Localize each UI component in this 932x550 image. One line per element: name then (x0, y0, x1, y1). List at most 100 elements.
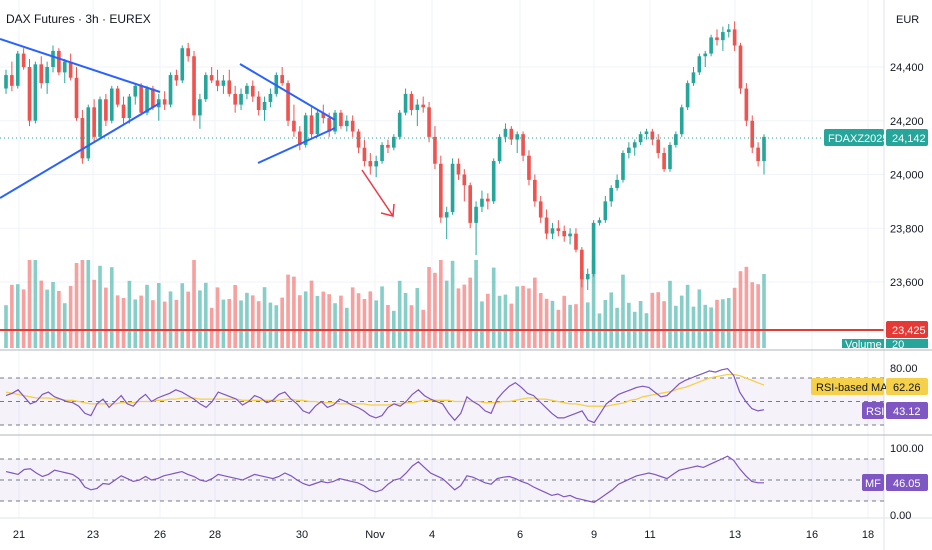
candle-body[interactable] (333, 112, 337, 132)
candle-body[interactable] (297, 131, 302, 145)
candle-body[interactable] (192, 56, 196, 116)
candle-body[interactable] (139, 85, 143, 113)
rsi-ma-tag[interactable]: RSI-based MA 62.26 (811, 378, 928, 395)
mf-pane[interactable] (0, 455, 884, 504)
candle-body[interactable] (650, 131, 655, 140)
candle-body[interactable] (462, 174, 467, 186)
candle-body[interactable] (115, 88, 120, 105)
candle-body[interactable] (574, 233, 578, 250)
candle-body[interactable] (39, 64, 44, 84)
candle-body[interactable] (503, 128, 508, 137)
candle-body[interactable] (433, 136, 437, 164)
candle-body[interactable] (92, 107, 96, 137)
candle-body[interactable] (133, 85, 138, 97)
candle-body[interactable] (527, 155, 531, 180)
candle-body[interactable] (239, 93, 243, 105)
candle-body[interactable] (98, 99, 102, 137)
candle-body[interactable] (321, 112, 326, 119)
candle-body[interactable] (691, 72, 696, 84)
candle-body[interactable] (391, 136, 396, 148)
rsi-tag[interactable]: RSI 43.12 (862, 402, 928, 419)
candle-body[interactable] (756, 147, 760, 162)
candle-body[interactable] (86, 107, 91, 159)
candle-body[interactable] (104, 99, 108, 121)
candle-body[interactable] (450, 163, 455, 213)
candle-body[interactable] (250, 85, 255, 97)
candle-body[interactable] (468, 185, 473, 223)
candle-body[interactable] (121, 104, 126, 119)
candle-body[interactable] (726, 29, 731, 33)
candle-body[interactable] (444, 212, 449, 218)
candle-body[interactable] (486, 198, 490, 202)
candle-body[interactable] (292, 120, 296, 132)
candle-body[interactable] (215, 80, 220, 86)
candle-body[interactable] (491, 161, 496, 202)
candle-body[interactable] (715, 37, 719, 41)
candle-body[interactable] (315, 112, 320, 135)
candle-body[interactable] (268, 93, 273, 102)
candle-body[interactable] (515, 134, 520, 140)
candle-body[interactable] (409, 93, 414, 110)
time-axis[interactable]: 21 23 26 28 30 Nov 4 6 9 11 13 16 18 (13, 529, 874, 541)
candle-body[interactable] (609, 187, 614, 202)
candle-body[interactable] (256, 96, 261, 110)
candle-body[interactable] (186, 48, 190, 57)
candle-body[interactable] (474, 206, 478, 223)
currency-label[interactable]: EUR (896, 14, 919, 26)
candle-body[interactable] (162, 99, 167, 105)
candle-body[interactable] (303, 115, 308, 145)
trendline-2-upper[interactable] (239, 63, 336, 121)
candle-body[interactable] (350, 120, 355, 132)
mf-tag[interactable]: MF 46.05 (862, 474, 928, 491)
candle-body[interactable] (286, 83, 290, 121)
candle-body[interactable] (74, 77, 79, 119)
candle-body[interactable] (550, 228, 555, 234)
candle-body[interactable] (221, 80, 226, 86)
last-price-tag[interactable]: 24,142 (886, 129, 928, 146)
candle-body[interactable] (521, 134, 525, 156)
candle-body[interactable] (4, 75, 8, 89)
candle-body[interactable] (45, 67, 49, 84)
candle-body[interactable] (327, 118, 331, 132)
candle-body[interactable] (632, 142, 637, 148)
candle-body[interactable] (10, 75, 14, 86)
candle-body[interactable] (585, 273, 590, 280)
candle-body[interactable] (533, 179, 537, 202)
candle-body[interactable] (403, 93, 408, 113)
candle-body[interactable] (15, 53, 20, 86)
candle-body[interactable] (656, 139, 661, 153)
symbol-tag[interactable]: FDAXZ2025 (824, 129, 889, 146)
candle-body[interactable] (57, 50, 61, 73)
candle-body[interactable] (679, 107, 684, 135)
candle-body[interactable] (151, 88, 155, 108)
candle-body[interactable] (456, 163, 461, 175)
trendline-1-upper[interactable] (0, 38, 161, 93)
candle-body[interactable] (744, 88, 749, 121)
candle-body[interactable] (203, 75, 208, 100)
candle-body[interactable] (374, 161, 379, 167)
candle-body[interactable] (174, 75, 179, 81)
candle-body[interactable] (109, 88, 114, 121)
candle-body[interactable] (668, 144, 672, 170)
candle-body[interactable] (386, 144, 390, 148)
candle-body[interactable] (738, 45, 743, 89)
candle-body[interactable] (597, 220, 602, 223)
candle-body[interactable] (750, 120, 755, 148)
candle-body[interactable] (262, 101, 267, 110)
candle-body[interactable] (356, 131, 361, 148)
trendline-2-lower[interactable] (257, 127, 336, 164)
candle-body[interactable] (497, 136, 502, 162)
candle-body[interactable] (674, 134, 678, 145)
candle-body[interactable] (145, 88, 149, 113)
candle-body[interactable] (709, 37, 713, 54)
candle-body[interactable] (580, 249, 584, 280)
candle-body[interactable] (344, 120, 349, 127)
candlesticks[interactable] (4, 21, 766, 291)
candle-body[interactable] (21, 53, 26, 67)
candle-body[interactable] (644, 131, 649, 135)
candle-body[interactable] (615, 179, 619, 188)
candle-body[interactable] (62, 61, 67, 73)
candle-body[interactable] (732, 29, 737, 46)
candle-body[interactable] (51, 50, 55, 67)
rsi-ma-line[interactable] (5, 373, 765, 407)
